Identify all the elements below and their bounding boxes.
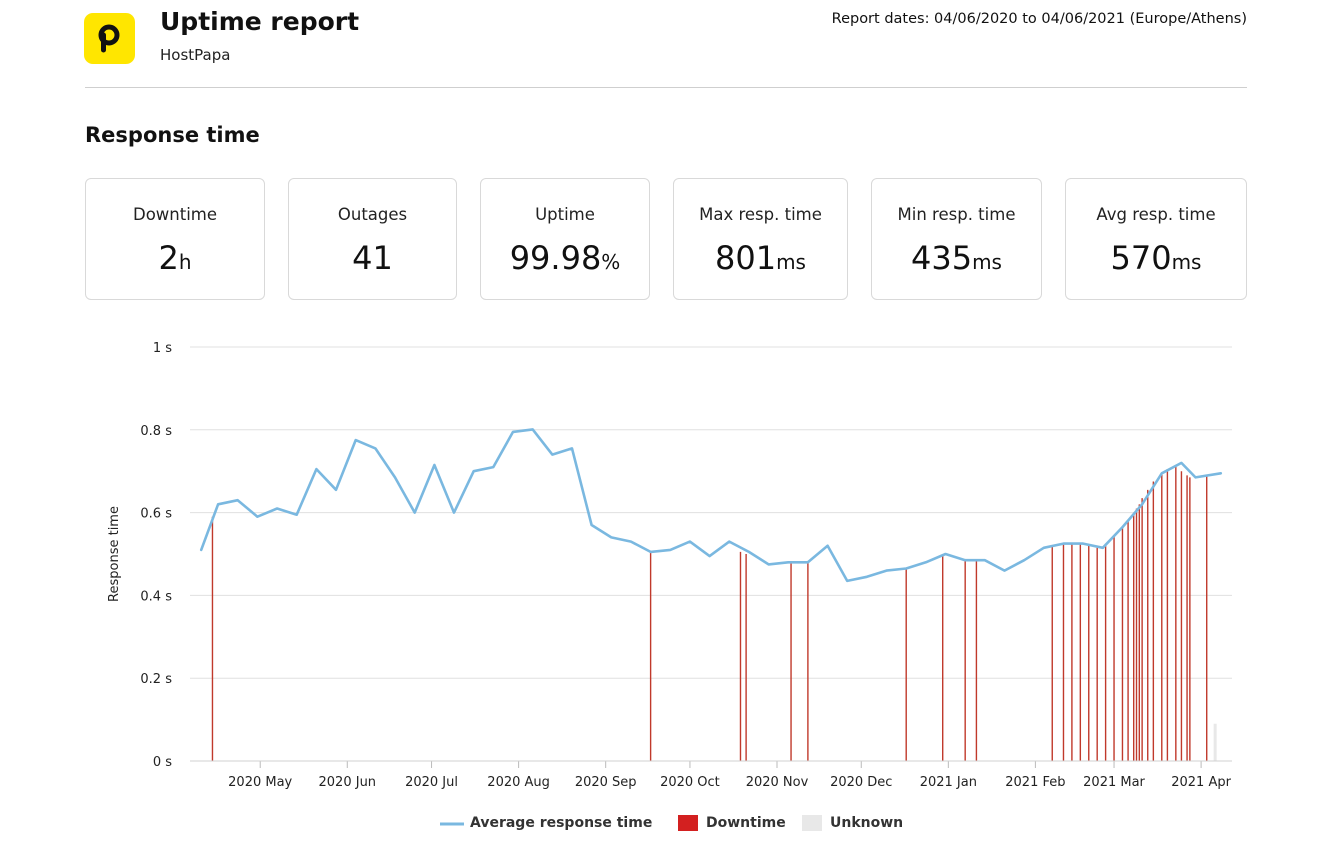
x-tick-label: 2020 Oct	[660, 775, 720, 790]
x-tick-label: 2021 Feb	[1005, 775, 1065, 790]
section-title: Response time	[85, 123, 260, 147]
stat-value: 435ms	[911, 239, 1002, 277]
legend-downtime[interactable]: Downtime	[706, 815, 786, 831]
report-subtitle: HostPapa	[160, 46, 231, 64]
report-dates: Report dates: 04/06/2020 to 04/06/2021 (…	[831, 11, 1247, 27]
stat-label: Uptime	[535, 205, 595, 224]
legend-unknown-swatch	[802, 815, 822, 831]
stat-value: 570ms	[1110, 239, 1202, 277]
average-response-time-line	[199, 428, 1223, 583]
stat-value: 41	[352, 239, 393, 277]
stat-value: 99.98%	[509, 239, 621, 277]
y-tick-label: 0.8 s	[140, 424, 172, 439]
stat-label: Downtime	[132, 205, 218, 224]
stat-card-min-resp: Min resp. time 435ms	[871, 178, 1042, 300]
legend-average-response-time[interactable]: Average response time	[470, 815, 653, 831]
stat-value: 2h	[158, 239, 192, 277]
legend-line-swatch	[440, 822, 464, 826]
y-tick-label: 1 s	[153, 341, 172, 356]
x-tick-label: 2020 Nov	[746, 775, 809, 790]
stat-card-downtime: Downtime 2h	[85, 178, 265, 300]
stat-value: 801ms	[715, 239, 806, 277]
x-tick-label: 2020 Jul	[405, 775, 458, 790]
x-tick-label: 2021 Apr	[1171, 775, 1231, 790]
header-divider	[85, 87, 1247, 88]
stat-card-avg-resp: Avg resp. time 570ms	[1065, 178, 1247, 300]
y-tick-label: 0 s	[153, 755, 172, 770]
y-tick-label: 0.4 s	[140, 589, 172, 604]
stat-card-max-resp: Max resp. time 801ms	[673, 178, 848, 300]
legend-unknown[interactable]: Unknown	[830, 815, 904, 831]
stat-label: Min resp. time	[897, 205, 1016, 224]
stat-label: Avg resp. time	[1096, 205, 1216, 224]
stat-label: Max resp. time	[699, 205, 822, 224]
stat-card-outages: Outages 41	[288, 178, 457, 300]
y-axis-label: Response time	[107, 506, 122, 602]
x-tick-label: 2020 Jun	[319, 775, 377, 790]
y-tick-label: 0.2 s	[140, 672, 172, 687]
x-tick-label: 2021 Jan	[920, 775, 977, 790]
x-tick-label: 2020 Aug	[487, 775, 550, 790]
x-tick-label: 2020 Dec	[830, 775, 892, 790]
report-title: Uptime report	[160, 7, 360, 36]
legend-downtime-swatch	[678, 815, 698, 831]
hostpapa-logo	[84, 13, 135, 64]
stat-label: Outages	[337, 205, 408, 224]
x-tick-label: 2020 May	[228, 775, 292, 790]
response-time-chart: 0 s 0.2 s 0.4 s 0.6 s 0.8 s 1 s 2020 May 2020 J…	[107, 341, 1232, 790]
x-tick-label: 2020 Sep	[575, 775, 637, 790]
x-tick-label: 2021 Mar	[1083, 775, 1145, 790]
stat-card-uptime: Uptime 99.98%	[480, 178, 650, 300]
y-tick-label: 0.6 s	[140, 507, 172, 522]
